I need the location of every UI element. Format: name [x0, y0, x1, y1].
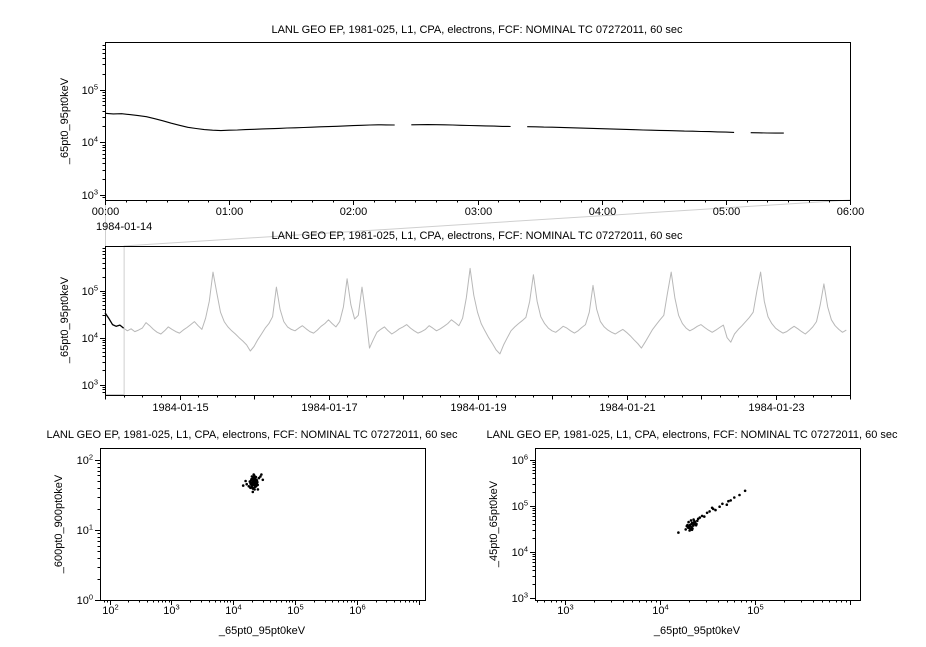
chart-bottom-right-scatter: 103 104 105 106 103 104 105: [512, 448, 861, 618]
tick-label: 106: [349, 603, 365, 618]
bottom-left-chart-xlabel: _65pt0_95pt0keV: [218, 625, 306, 637]
tick-label: 104: [512, 545, 528, 560]
chart-top-timeseries: 103 104 105 00:00 01:00 02:00 03:00 04:00 05:00 0…: [82, 42, 865, 218]
bottom-right-chart-xlabel: _65pt0_95pt0keV: [653, 625, 741, 637]
tick-label: 104: [225, 603, 241, 618]
tick-label: 104: [82, 135, 98, 150]
tick-label: 1984-01-19: [450, 402, 506, 414]
tick-label: 101: [77, 523, 93, 538]
bottom-right-chart-ylabel: _45pt0_65pt0keV: [488, 480, 500, 568]
tick-label: 103: [512, 591, 528, 606]
plot-area-bottom-left-scatter[interactable]: [100, 448, 426, 601]
tick-label: 105: [512, 499, 528, 514]
bottom-left-chart-title: LANL GEO EP, 1981-025, L1, CPA, electron…: [46, 429, 458, 441]
tick-label: 03:00: [465, 206, 493, 218]
plot-area-mid-timeseries[interactable]: [105, 246, 851, 396]
tick-label: 100: [77, 593, 93, 608]
tick-label: 103: [82, 378, 98, 393]
tick-label: 06:00: [837, 206, 865, 218]
tick-label: 105: [82, 83, 98, 98]
tick-label: 04:00: [589, 206, 617, 218]
tick-label: 00:00: [92, 206, 120, 218]
axes-mid-timeseries: [100, 248, 851, 400]
tick-label: 05:00: [713, 206, 741, 218]
tick-label: 103: [163, 603, 179, 618]
tick-label: 01:00: [216, 206, 244, 218]
tick-label: 103: [557, 603, 573, 618]
tick-label: 1984-01-17: [301, 402, 357, 414]
plot-area-top-timeseries[interactable]: [105, 42, 851, 201]
plot-area-bottom-right-scatter[interactable]: [535, 448, 861, 601]
tick-label: 104: [652, 603, 668, 618]
axes-bottom-right-scatter: [530, 460, 851, 605]
scatter-points-bottom-left-scatter: [241, 473, 265, 494]
series-context-highlight-segment: [104, 312, 125, 329]
scatter-points-bottom-right-scatter: [677, 489, 747, 534]
tick-label: 1984-01-15: [152, 402, 208, 414]
context-zoom-box[interactable]: [105, 246, 125, 395]
mid-chart-title: LANL GEO EP, 1981-025, L1, CPA, electron…: [271, 230, 683, 242]
axes-top-timeseries: [100, 45, 851, 205]
tick-label: 105: [82, 284, 98, 299]
tick-label: 103: [82, 188, 98, 203]
mid-chart-ylabel: _65pt0_95pt0keV: [59, 276, 71, 364]
series-electron-flux-65-95-kev: [104, 112, 784, 134]
tick-label: 1984-01-21: [599, 402, 655, 414]
tick-label: 1984-01-23: [748, 402, 804, 414]
tick-label: 102: [102, 603, 118, 618]
bottom-left-chart-ylabel: _600pt0_900pt0keV: [53, 474, 65, 574]
top-chart-title: LANL GEO EP, 1981-025, L1, CPA, electron…: [271, 24, 683, 36]
axes-bottom-left-scatter: [95, 460, 420, 605]
bottom-right-chart-title: LANL GEO EP, 1981-025, L1, CPA, electron…: [486, 429, 898, 441]
top-chart-date-label: 1984-01-14: [96, 221, 152, 233]
tick-label: 104: [82, 331, 98, 346]
series-electron-flux-65-95-kev-ten-day: [104, 267, 847, 355]
tick-label: 102: [77, 453, 93, 468]
tick-label: 105: [747, 603, 763, 618]
top-chart-ylabel: _65pt0_95pt0keV: [59, 77, 71, 165]
chart-bottom-left-scatter: 100 101 102 102 103 104 105 106: [77, 448, 426, 618]
tick-label: 105: [287, 603, 303, 618]
chart-mid-timeseries: 103 104 105 1984-01-15 1984-01-17 1984-01-19 1…: [82, 246, 851, 414]
tick-label: 02:00: [340, 206, 368, 218]
tick-label: 106: [512, 453, 528, 468]
